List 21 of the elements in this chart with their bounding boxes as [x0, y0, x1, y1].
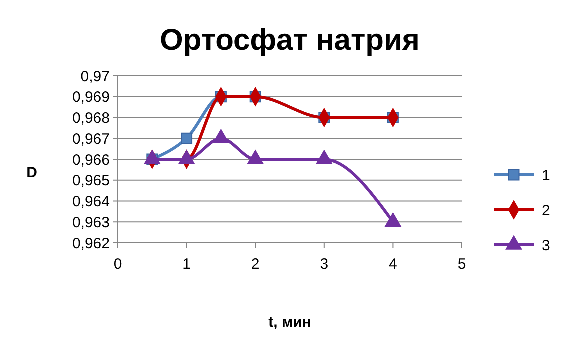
- y-tick-label: 0,966: [72, 152, 110, 169]
- legend-label: 3: [542, 237, 550, 254]
- x-tick-label: 1: [182, 256, 191, 273]
- y-tick-label: 0,968: [72, 110, 110, 127]
- x-tick-label: 0: [114, 256, 122, 273]
- x-tick-label: 5: [458, 256, 466, 273]
- y-tick-label: 0,97: [80, 68, 110, 86]
- y-tick-label: 0,964: [72, 194, 110, 210]
- y-tick-label: 0,967: [72, 130, 110, 148]
- chart-title: Ортосфат натрия: [160, 24, 420, 57]
- y-tick-label: 0,969: [72, 89, 110, 106]
- y-tick-label: 0,963: [72, 214, 110, 232]
- x-tick-label: 2: [251, 256, 260, 273]
- legend-label: 1: [542, 167, 550, 184]
- x-axis-title: t, мин: [268, 314, 312, 331]
- x-tick-label: 3: [320, 256, 329, 273]
- legend-label: 2: [542, 202, 550, 220]
- x-tick-label: 4: [389, 256, 398, 273]
- y-axis-title: D: [26, 164, 38, 182]
- y-tick-label: 0,965: [72, 172, 110, 190]
- y-tick-label: 0,962: [72, 235, 110, 252]
